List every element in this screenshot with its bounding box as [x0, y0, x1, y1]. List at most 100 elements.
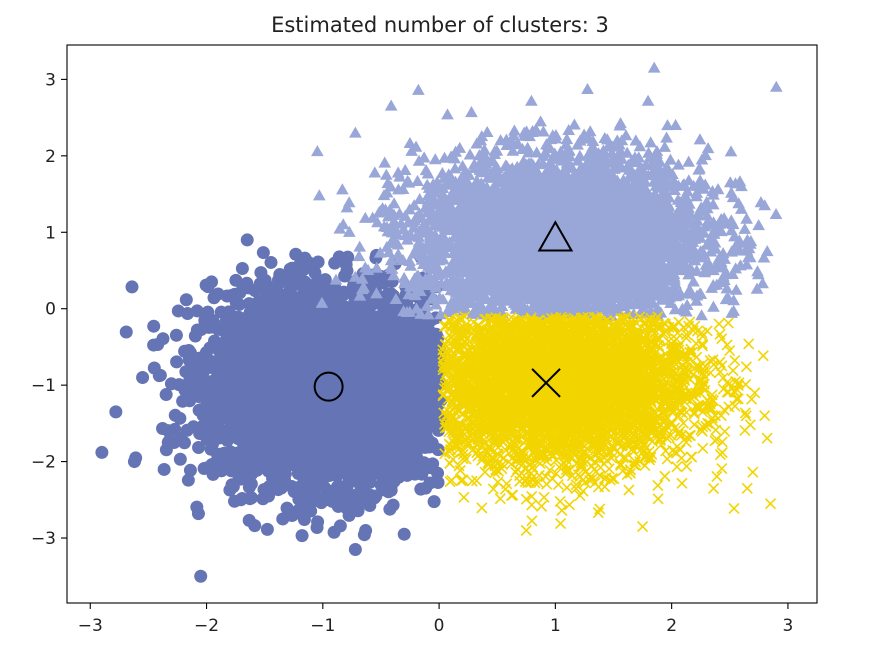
data-point-circle: [196, 419, 210, 433]
data-point-circle: [169, 328, 183, 342]
data-point-circle: [348, 542, 362, 556]
data-point-circle: [295, 529, 309, 543]
data-point-circle: [217, 349, 231, 363]
data-point-circle: [258, 426, 272, 440]
data-point-circle: [352, 419, 366, 433]
data-point-circle: [278, 467, 292, 481]
data-point-circle: [260, 522, 274, 536]
data-point-circle: [425, 404, 439, 418]
data-point-circle: [427, 495, 441, 509]
data-point-circle: [330, 442, 344, 456]
data-point-circle: [367, 491, 381, 505]
data-point-circle: [211, 364, 225, 378]
data-point-circle: [373, 326, 387, 340]
data-point-circle: [311, 255, 325, 269]
series-circle: [95, 233, 448, 583]
data-point-circle: [412, 326, 426, 340]
data-point-circle: [298, 341, 312, 355]
data-point-circle: [381, 363, 395, 377]
data-point-circle: [375, 395, 389, 409]
data-point-circle: [396, 413, 410, 427]
data-point-circle: [331, 479, 345, 493]
data-point-circle: [127, 455, 141, 469]
plot-points: [95, 61, 783, 583]
data-point-circle: [245, 467, 259, 481]
data-point-circle: [410, 354, 424, 368]
data-point-circle: [274, 398, 288, 412]
data-point-circle: [125, 280, 139, 294]
data-point-circle: [310, 379, 324, 393]
data-point-circle: [263, 288, 277, 302]
data-point-circle: [193, 351, 207, 365]
data-point-circle: [289, 247, 303, 261]
data-point-circle: [312, 280, 326, 294]
data-point-circle: [195, 405, 209, 419]
data-point-circle: [418, 343, 432, 357]
data-point-circle: [95, 445, 109, 459]
data-point-circle: [268, 367, 282, 381]
data-point-circle: [314, 496, 328, 510]
data-point-circle: [291, 360, 305, 374]
data-point-circle: [314, 470, 328, 484]
data-point-circle: [147, 338, 161, 352]
data-point-circle: [244, 491, 258, 505]
data-point-circle: [248, 519, 262, 533]
data-point-circle: [431, 443, 445, 457]
data-point-circle: [194, 569, 208, 583]
data-point-circle: [350, 448, 364, 462]
data-point-circle: [201, 305, 215, 319]
data-point-circle: [213, 447, 227, 461]
data-point-circle: [147, 361, 161, 375]
data-point-circle: [176, 394, 190, 408]
data-point-circle: [231, 432, 245, 446]
data-point-circle: [261, 451, 275, 465]
data-point-circle: [316, 341, 330, 355]
data-point-circle: [325, 305, 339, 319]
data-point-circle: [256, 246, 270, 260]
data-point-circle: [246, 320, 260, 334]
data-point-circle: [173, 452, 187, 466]
data-point-circle: [368, 442, 382, 456]
data-point-circle: [164, 377, 178, 391]
data-point-circle: [276, 512, 290, 526]
data-point-circle: [248, 284, 262, 298]
data-point-circle: [179, 293, 193, 307]
data-point-circle: [161, 424, 175, 438]
data-point-circle: [418, 426, 432, 440]
data-point-circle: [378, 483, 392, 497]
data-point-circle: [411, 408, 425, 422]
data-point-circle: [261, 337, 275, 351]
data-point-circle: [298, 489, 312, 503]
data-point-circle: [250, 400, 264, 414]
data-point-circle: [357, 528, 371, 542]
data-point-circle: [109, 405, 123, 419]
data-point-circle: [272, 302, 286, 316]
data-point-circle: [380, 297, 394, 311]
data-point-circle: [220, 289, 234, 303]
data-point-circle: [396, 321, 410, 335]
data-point-circle: [232, 297, 246, 311]
data-point-circle: [226, 450, 240, 464]
data-point-circle: [388, 342, 402, 356]
data-point-circle: [295, 322, 309, 336]
data-point-circle: [372, 420, 386, 434]
data-point-circle: [278, 348, 292, 362]
data-point-circle: [431, 476, 445, 490]
data-point-circle: [324, 415, 338, 429]
data-point-circle: [147, 319, 161, 333]
data-point-circle: [290, 445, 304, 459]
data-point-circle: [381, 440, 395, 454]
data-point-circle: [327, 329, 341, 343]
data-point-circle: [310, 318, 324, 332]
data-point-circle: [279, 441, 293, 455]
data-point-circle: [303, 430, 317, 444]
data-point-circle: [403, 396, 417, 410]
data-point-circle: [362, 392, 376, 406]
data-point-circle: [256, 492, 270, 506]
data-point-circle: [235, 261, 249, 275]
data-point-circle: [297, 304, 311, 318]
data-point-circle: [261, 388, 275, 402]
data-point-circle: [201, 433, 215, 447]
data-point-circle: [136, 371, 150, 385]
